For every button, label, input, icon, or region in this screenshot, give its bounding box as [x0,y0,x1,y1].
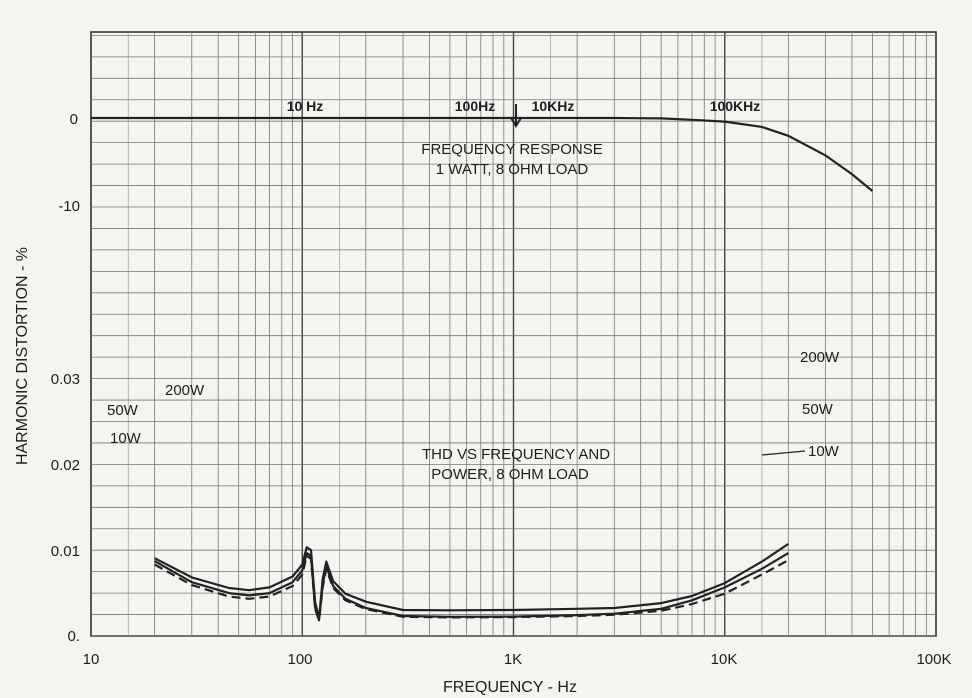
chart-curves [91,116,874,622]
fr-annotation-line-1: FREQUENCY RESPONSE [421,141,602,158]
x-tick-1k: 1K [504,651,522,668]
fr-marker-label-100khz: 100KHz [710,98,761,114]
series-label-10w-right: 10W [808,443,840,460]
series-label-50w-right: 50W [802,401,834,418]
thd-annotation-line-1: THD VS FREQUENCY AND [422,446,610,463]
series-label-200w-right: 200W [800,349,840,366]
series-label-50w-left: 50W [107,402,139,419]
thd-y-tick-0: 0. [67,628,80,645]
thd-annotation-line-2: POWER, 8 OHM LOAD [431,466,589,483]
fr-annotation-line-2: 1 WATT, 8 OHM LOAD [436,161,589,178]
series-label-10w-left: 10W [110,430,142,447]
x-tick-10k: 10K [711,651,738,668]
series-label-200w-left: 200W [165,382,205,399]
y-axis-title: HARMONIC DISTORTION - % [14,247,31,465]
fr-marker-arrow [510,104,522,128]
fr-marker-label-100hz: 100Hz [455,98,495,114]
thd-series-200w-line [154,542,789,620]
x-tick-100: 100 [287,651,312,668]
fr-y-tick-minus10: -10 [58,198,80,215]
fr-y-tick-0: 0 [70,111,78,128]
x-tick-100k: 100K [916,651,951,668]
fr-marker-label-10khz: 10KHz [532,98,575,114]
thd-y-tick-003: 0.03 [51,371,80,388]
frequency-response-line [91,116,874,192]
thd-series-10w-line [154,554,789,622]
chart-grid [90,31,937,637]
thd-y-tick-001: 0.01 [51,543,80,560]
x-axis-title: FREQUENCY - Hz [443,679,577,696]
thd-y-tick-002: 0.02 [51,457,80,474]
x-tick-10: 10 [83,651,100,668]
fr-marker-label-10hz: 10 Hz [287,98,324,114]
series-label-10w-leader [761,450,806,456]
